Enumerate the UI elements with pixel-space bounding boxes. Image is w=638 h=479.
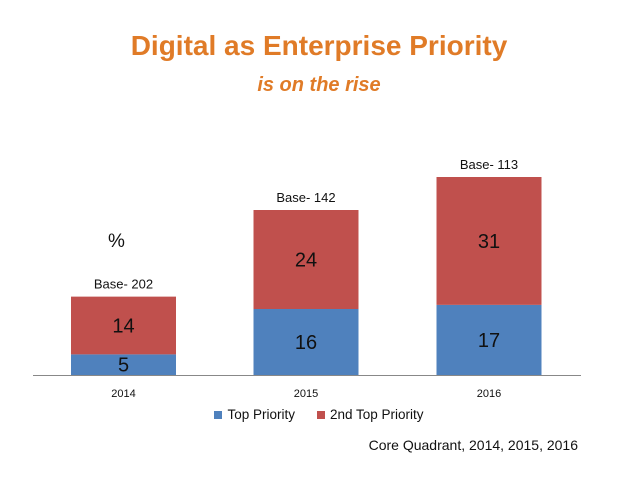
base-annotation-2014: Base- 202: [94, 277, 153, 292]
legend: Top Priority 2nd Top Priority: [0, 407, 638, 422]
unit-label: %: [108, 231, 125, 252]
data-label-2nd-top-priority-2016: 31: [478, 231, 500, 253]
legend-item-top-priority: Top Priority: [214, 407, 295, 422]
source-note: Core Quadrant, 2014, 2015, 2016: [368, 437, 578, 453]
legend-item-2nd-top-priority: 2nd Top Priority: [316, 407, 424, 422]
bar-2nd-top-priority-2015: [253, 210, 359, 309]
x-tick-label-2016: 2016: [477, 388, 501, 400]
legend-label-top-priority: Top Priority: [227, 407, 295, 422]
bar-top-priority-2014: [71, 354, 176, 375]
data-label-2nd-top-priority-2015: 24: [295, 250, 317, 272]
base-annotation-2016: Base- 113: [460, 157, 518, 172]
bar-top-priority-2016: [436, 304, 542, 375]
chart-title: Digital as Enterprise Priority: [130, 30, 508, 61]
x-tick-label-2015: 2015: [294, 388, 318, 400]
base-annotation-2015: Base- 142: [276, 190, 335, 205]
data-label-2nd-top-priority-2014: 14: [112, 316, 134, 338]
bar-top-priority-2015: [253, 309, 359, 375]
x-tick-label-2014: 2014: [111, 388, 135, 400]
data-label-top-priority-2014: 5: [118, 355, 129, 377]
bar-2nd-top-priority-2014: [71, 296, 176, 355]
legend-swatch-2nd-top-priority: [316, 410, 325, 419]
chart-subtitle: is on the rise: [257, 74, 381, 96]
data-label-top-priority-2016: 17: [478, 330, 500, 352]
legend-label-2nd-top-priority: 2nd Top Priority: [329, 407, 424, 422]
data-label-top-priority-2015: 16: [295, 332, 317, 354]
legend-swatch-top-priority: [214, 410, 223, 419]
bar-2nd-top-priority-2016: [436, 177, 542, 305]
